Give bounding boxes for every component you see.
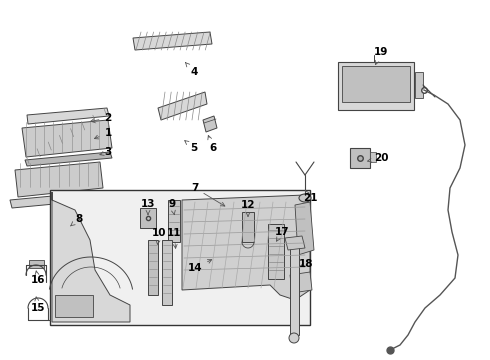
Bar [338,62,414,110]
Bar [370,152,376,162]
Bar [415,72,423,98]
Polygon shape [52,192,130,322]
Polygon shape [290,272,312,293]
Bar [168,200,180,242]
Polygon shape [133,32,212,50]
Bar [268,224,284,279]
Ellipse shape [299,194,311,202]
Polygon shape [25,152,112,166]
Text: 10: 10 [152,228,166,244]
Text: 17: 17 [275,227,289,241]
Bar [55,295,93,317]
Text: 4: 4 [186,63,197,77]
Text: 13: 13 [141,199,155,215]
Polygon shape [27,108,109,124]
Text: 18: 18 [299,259,313,269]
Polygon shape [10,192,97,208]
Text: 12: 12 [241,200,255,216]
Text: 5: 5 [185,141,197,153]
Text: 14: 14 [188,260,212,273]
Circle shape [289,333,299,343]
Bar [342,66,410,102]
Polygon shape [295,202,314,255]
Text: 15: 15 [31,297,45,313]
Bar [350,148,370,168]
Text: 16: 16 [31,271,45,285]
Bar [290,240,299,335]
Text: 9: 9 [169,199,175,215]
Bar [162,240,172,305]
Text: 19: 19 [374,47,388,64]
Polygon shape [182,195,310,300]
Polygon shape [22,120,112,157]
Text: 21: 21 [303,190,317,203]
Bar [50,190,310,325]
Text: 2: 2 [91,113,112,123]
Bar [242,212,254,242]
Bar [148,240,158,295]
Polygon shape [158,92,207,120]
Text: 8: 8 [71,214,83,226]
Text: 3: 3 [100,147,112,157]
Text: 20: 20 [368,153,388,163]
Polygon shape [285,236,305,250]
Polygon shape [203,116,217,132]
Text: 1: 1 [95,128,112,139]
Text: 7: 7 [191,183,225,206]
Text: 11: 11 [167,228,181,248]
Text: 6: 6 [208,135,217,153]
Bar [29,260,44,268]
Bar [140,208,156,228]
Polygon shape [15,162,103,197]
